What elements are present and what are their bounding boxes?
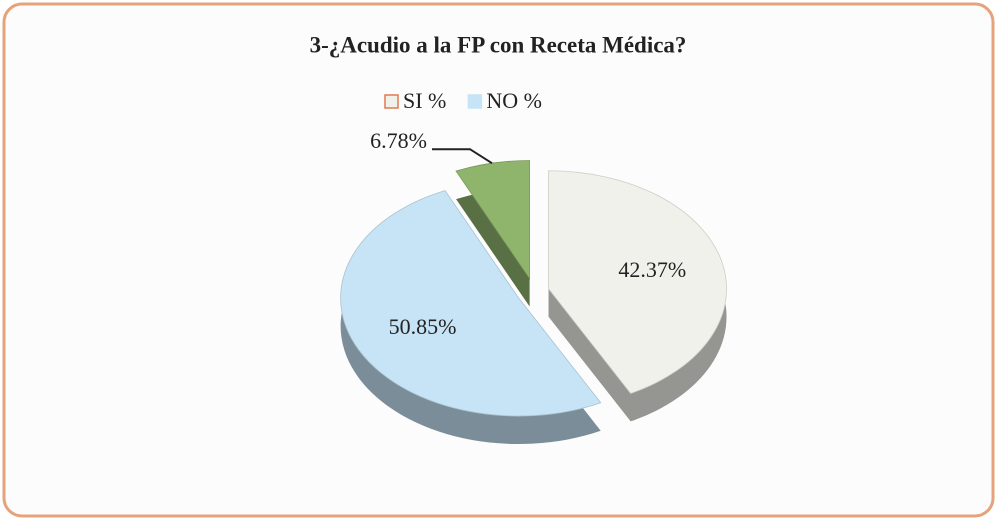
leader-line (431, 148, 493, 165)
legend-label: SI % (403, 88, 446, 113)
chart-title: 3-¿Acudio a la FP con Receta Médica? (310, 32, 687, 57)
pie-slice (548, 170, 727, 394)
legend-swatch (384, 94, 399, 109)
pie-slice (455, 160, 531, 280)
data-label: 50.85% (389, 314, 457, 339)
legend-swatch (467, 94, 483, 109)
data-label: 6.78% (370, 128, 427, 153)
pie-slice-side (456, 160, 530, 307)
legend-label: NO % (486, 88, 542, 113)
pie-slice (340, 190, 602, 417)
data-label: 42.37% (618, 257, 686, 282)
